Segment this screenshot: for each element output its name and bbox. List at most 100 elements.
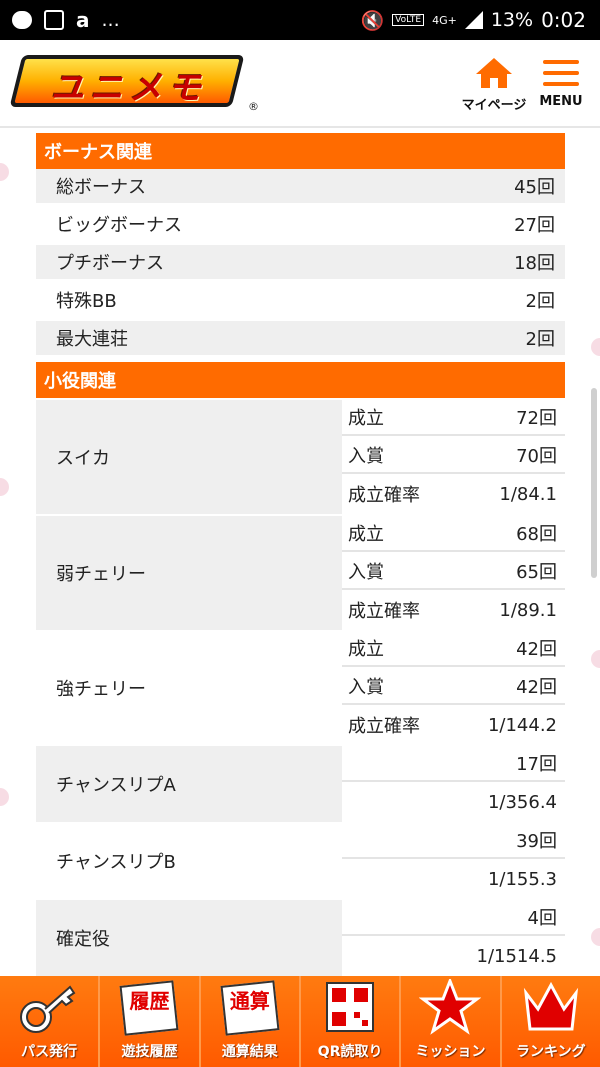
history-icon: 履歴: [118, 979, 180, 1036]
nav-label: 通算結果: [221, 1044, 278, 1060]
mypage-label: マイページ: [461, 98, 527, 113]
table-row: 1/155.3: [342, 861, 565, 897]
row-label: 成立確率: [348, 716, 420, 737]
play-history-button[interactable]: 履歴 遊技履歴: [98, 976, 199, 1067]
status-bar: a ... 🔇 VoLTE 4G+ 13% 0:02: [0, 0, 600, 40]
table-row: プチボーナス 18回: [36, 245, 565, 281]
table-row: 4回: [342, 900, 565, 936]
row-label: 成立: [348, 408, 384, 429]
unimemo-logo[interactable]: ユニメモ ®: [9, 55, 259, 113]
network-type: 4G+: [432, 13, 457, 27]
grid-box-icon: [44, 10, 64, 30]
row-value: 17回: [516, 754, 557, 775]
row-value: 1/89.1: [499, 599, 557, 621]
koyaku-section-header: 小役関連: [36, 362, 565, 398]
bonus-section-header: ボーナス関連: [36, 133, 565, 169]
ranking-button[interactable]: ランキング: [499, 976, 600, 1067]
suika-group: スイカ 成立 72回 入賞 70回 成立確率 1/84.1: [36, 400, 565, 514]
chance-replay-b-group: チャンスリプB 39回 1/155.3: [36, 823, 565, 899]
table-row: 成立確率 1/89.1: [342, 592, 565, 628]
mission-button[interactable]: ミッション: [399, 976, 500, 1067]
table-row: 成立 42回: [342, 631, 565, 667]
row-value: 27回: [514, 215, 555, 236]
row-value: 4回: [527, 908, 557, 929]
row-value: 18回: [514, 253, 555, 274]
decor-dot: [0, 163, 9, 181]
row-label: 入賞: [348, 677, 384, 698]
row-label: 総ボーナス: [56, 177, 146, 198]
qr-icon: [326, 982, 375, 1032]
row-label: プチボーナス: [56, 253, 164, 274]
table-row: 特殊BB 2回: [36, 283, 565, 319]
mute-icon: 🔇: [360, 9, 385, 32]
nav-label: パス発行: [21, 1044, 78, 1060]
table-row: 総ボーナス 45回: [36, 169, 565, 205]
row-label: ビッグボーナス: [56, 215, 182, 236]
signal-icon: [464, 11, 483, 29]
row-value: 1/155.3: [487, 868, 557, 890]
table-row: ビッグボーナス 27回: [36, 207, 565, 243]
menu-button[interactable]: MENU: [526, 56, 596, 114]
row-label: 成立確率: [348, 601, 420, 622]
battery-percent: 13%: [490, 9, 534, 31]
row-value: 39回: [516, 831, 557, 852]
nav-label: ランキング: [516, 1044, 586, 1060]
table-row: 成立 72回: [342, 400, 565, 436]
row-value: 42回: [516, 677, 557, 698]
total-icon-text: 通算: [229, 989, 270, 1013]
nav-label: 遊技履歴: [121, 1044, 178, 1060]
row-value: 2回: [525, 329, 555, 350]
amazon-icon: a: [76, 8, 90, 32]
scrollbar[interactable]: [591, 388, 597, 578]
key-icon: [20, 985, 76, 1033]
mypage-button[interactable]: マイページ: [459, 56, 529, 114]
group-label: チャンスリプA: [36, 746, 342, 822]
confirmed-role-group: 確定役 4回 1/1514.5: [36, 900, 565, 976]
table-row: 入賞 70回: [342, 438, 565, 474]
decor-dot: [591, 338, 600, 356]
row-value: 1/1514.5: [476, 945, 558, 967]
history-icon-text: 履歴: [129, 989, 170, 1013]
table-row: 39回: [342, 823, 565, 859]
row-value: 68回: [516, 524, 557, 545]
row-value: 45回: [514, 177, 555, 198]
registered-mark: ®: [248, 100, 259, 113]
row-value: 1/84.1: [499, 483, 557, 505]
table-row: 入賞 65回: [342, 554, 565, 590]
total-results-button[interactable]: 通算 通算結果: [198, 976, 299, 1067]
row-value: 1/144.2: [487, 714, 557, 736]
table-row: 最大連荘 2回: [36, 321, 565, 357]
table-row: 入賞 42回: [342, 669, 565, 705]
volte-badge: VoLTE: [392, 14, 425, 26]
nav-label: ミッション: [415, 1044, 486, 1060]
chat-bubble-icon: [12, 11, 32, 29]
pass-issue-button[interactable]: パス発行: [0, 976, 99, 1067]
hamburger-icon: [543, 60, 579, 86]
stats-content[interactable]: ボーナス関連 総ボーナス 45回 ビッグボーナス 27回 プチボーナス 18回 …: [0, 128, 600, 976]
group-label: 弱チェリー: [36, 516, 342, 630]
home-icon: [476, 58, 512, 88]
row-value: 72回: [516, 408, 557, 429]
chance-replay-a-group: チャンスリプA 17回 1/356.4: [36, 746, 565, 822]
row-label: 成立: [348, 524, 384, 545]
row-value: 65回: [516, 562, 557, 583]
table-row: 成立確率 1/84.1: [342, 476, 565, 512]
table-row: 1/356.4: [342, 784, 565, 820]
row-label: 最大連荘: [56, 329, 128, 350]
row-label: 入賞: [348, 446, 384, 467]
decor-dot: [0, 478, 9, 496]
crown-icon: [523, 981, 578, 1031]
star-icon: [419, 979, 482, 1035]
decor-dot: [591, 650, 600, 668]
group-label: 確定役: [36, 900, 342, 976]
group-label: 強チェリー: [36, 631, 342, 745]
table-row: 1/1514.5: [342, 938, 565, 974]
decor-dot: [0, 788, 9, 806]
row-label: 特殊BB: [56, 291, 117, 312]
table-row: 17回: [342, 746, 565, 782]
row-label: 入賞: [348, 562, 384, 583]
app-header: ユニメモ ® マイページ MENU: [0, 40, 600, 128]
row-label: 成立確率: [348, 485, 420, 506]
weak-cherry-group: 弱チェリー 成立 68回 入賞 65回 成立確率 1/89.1: [36, 516, 565, 630]
qr-read-button[interactable]: QR読取り: [298, 976, 400, 1067]
